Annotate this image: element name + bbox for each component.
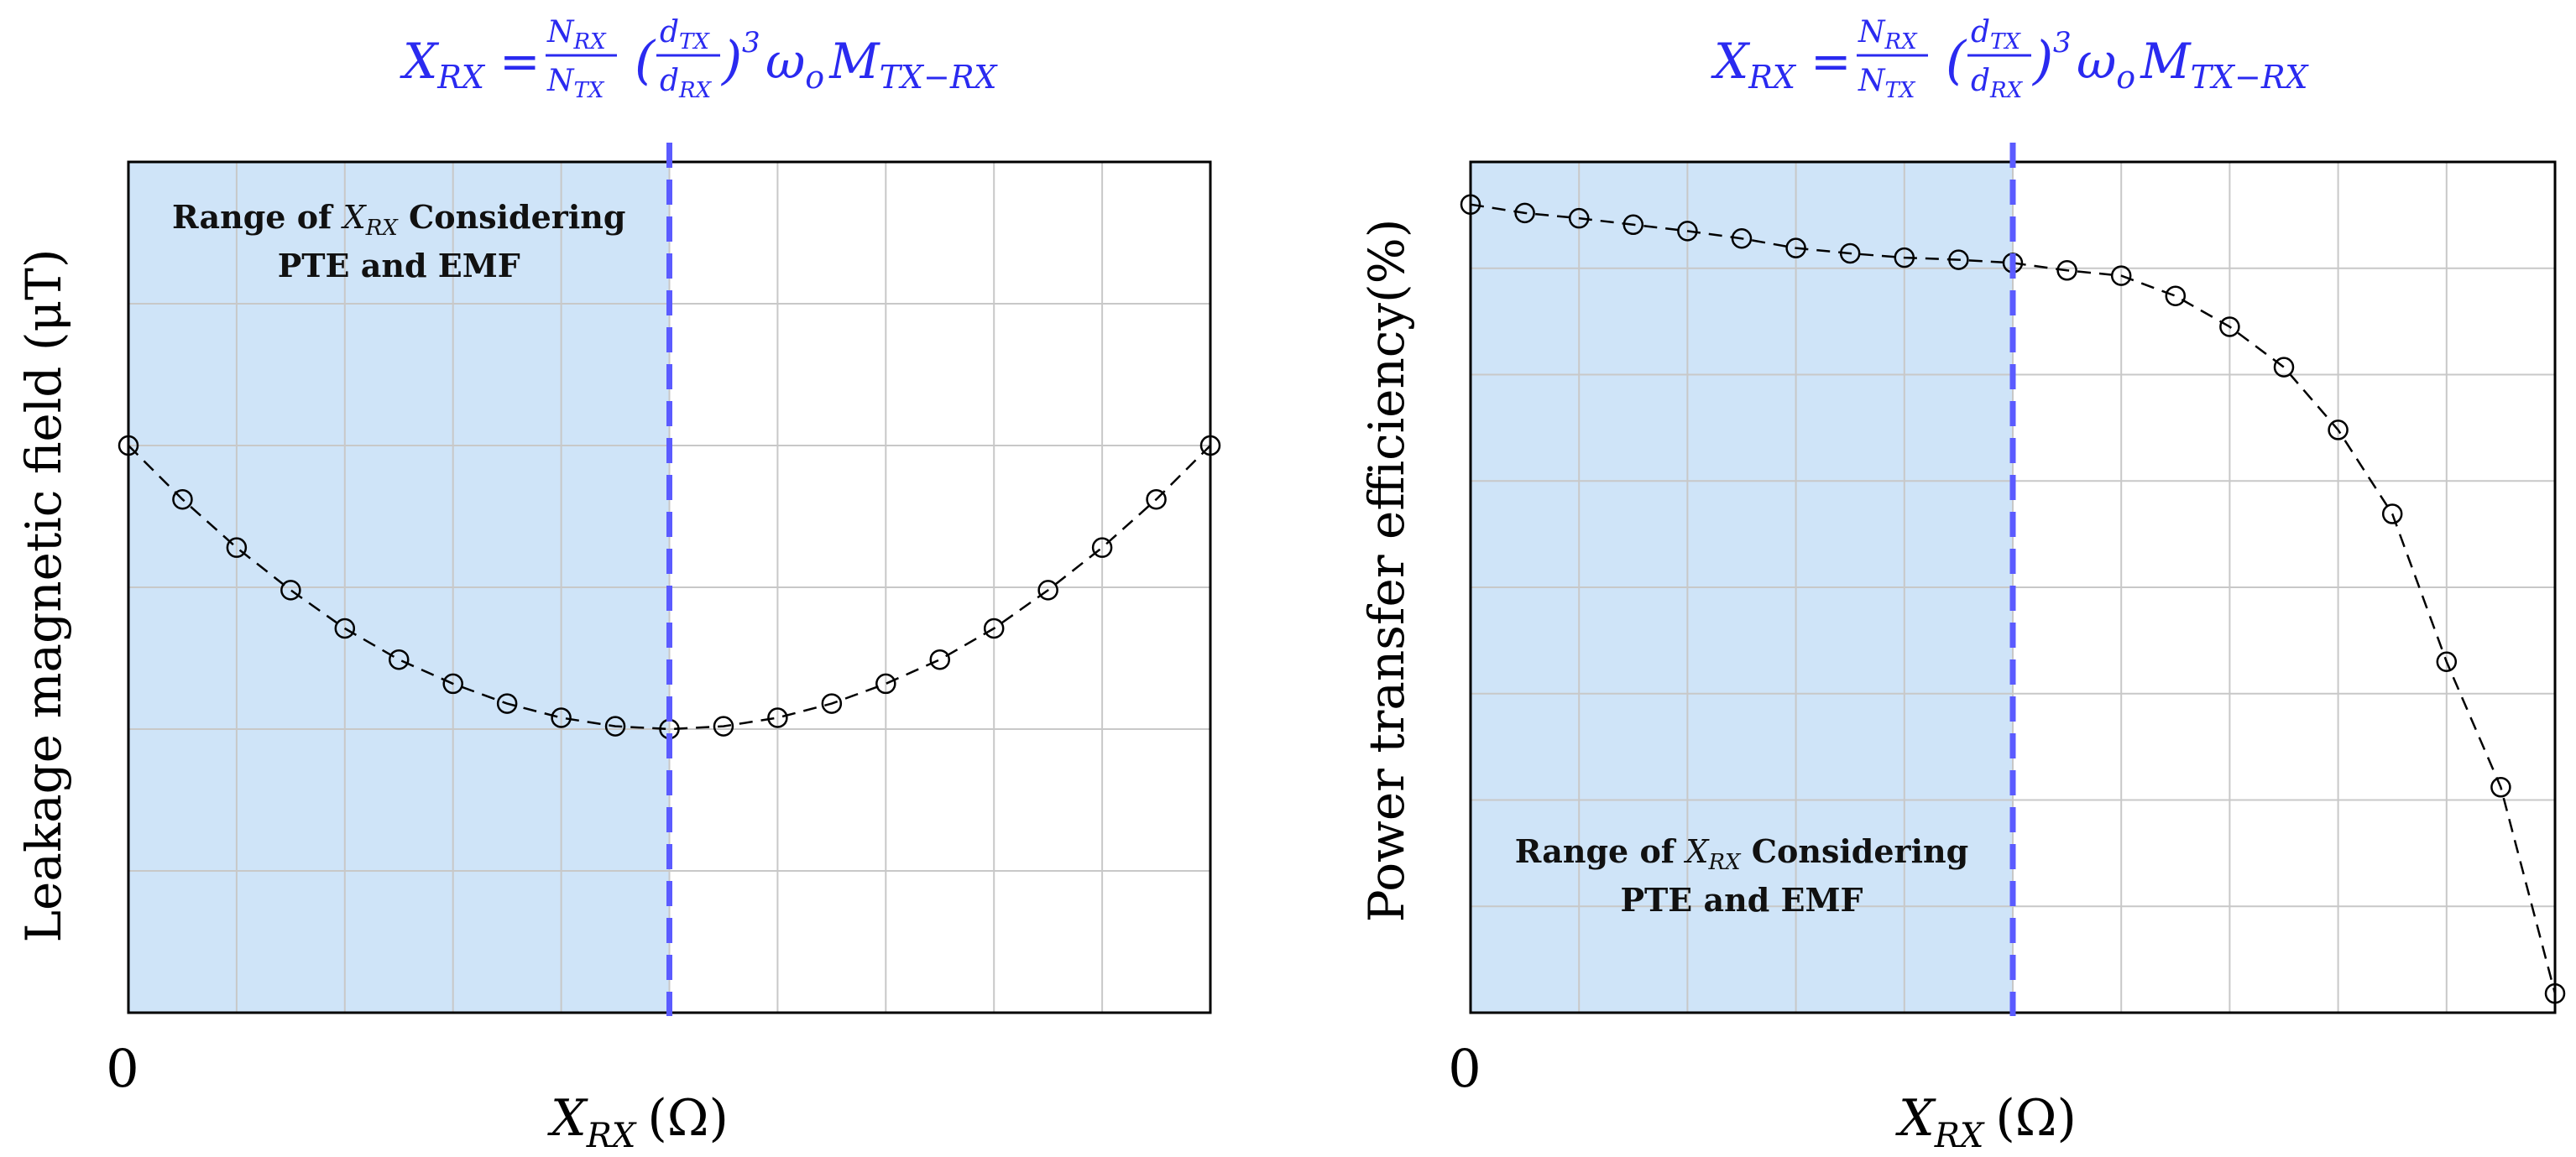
left-data-point (280, 580, 301, 601)
right-data-point (1785, 237, 1806, 258)
right-data-point (1677, 221, 1698, 242)
svg-text:(: ( (1946, 29, 1967, 91)
svg-text:): ) (720, 29, 742, 91)
right-title-frac1: NRX NTX (1857, 15, 1928, 103)
left-plot-area: Range of XRX Considering PTE and EMF (118, 143, 1221, 1016)
right-data-point (2381, 503, 2403, 524)
left-data-point (1037, 580, 1058, 601)
left-data-point (1199, 435, 1221, 456)
left-x-tick-label-0: 0 (106, 1038, 138, 1099)
right-plot-area: Range of XRX Considering PTE and EMF (1460, 143, 2566, 1016)
right-region-label-line2: PTE and EMF (1620, 881, 1863, 919)
right-data-point (1839, 242, 1861, 264)
right-chart: Range of XRX Considering PTE and EMF XRX =… (1358, 15, 2566, 1155)
right-data-point (2165, 285, 2187, 306)
left-data-point (118, 435, 139, 456)
left-data-point (821, 693, 843, 714)
left-region-label-line1: Range of XRX Considering (172, 198, 625, 241)
left-data-point (496, 693, 518, 714)
left-y-axis-label: Leakage magnetic field (μT) (15, 249, 72, 943)
right-y-axis-label: Power transfer efficiency(%) (1358, 219, 1415, 923)
right-data-point (1894, 247, 1915, 268)
left-data-point (713, 716, 734, 737)
left-data-point (604, 716, 626, 737)
svg-text:dRX: dRX (1971, 64, 2024, 103)
svg-text:dTX: dTX (660, 15, 710, 55)
left-title-frac1: NRX NTX (546, 15, 617, 103)
right-data-point (1568, 207, 1590, 229)
left-title-rest: ωo MTX−RX (765, 33, 998, 96)
left-title-formula: XRX = (400, 33, 541, 96)
right-x-tick-label-0: 0 (1448, 1038, 1481, 1099)
right-title-frac2: ( dTX dRX ) 3 (1946, 15, 2072, 103)
left-data-point (172, 488, 193, 510)
right-x-axis-label: XRX (Ω) (1895, 1089, 2077, 1155)
left-data-point (389, 649, 410, 670)
svg-text:): ) (2031, 29, 2053, 91)
svg-text:NRX: NRX (546, 15, 607, 55)
right-data-point (2056, 260, 2077, 281)
left-data-point (767, 707, 788, 728)
left-data-point (983, 618, 1005, 639)
right-data-point (1731, 228, 1753, 249)
right-data-point (1948, 249, 1969, 270)
svg-text:3: 3 (2053, 26, 2072, 60)
left-data-point (929, 649, 950, 670)
left-data-point (875, 673, 896, 695)
svg-text:NTX: NTX (1858, 64, 1916, 103)
left-series-line (128, 445, 1211, 731)
right-data-point (2328, 420, 2349, 440)
left-region-label-line2: PTE and EMF (278, 247, 520, 284)
right-data-point (2490, 777, 2511, 798)
right-data-point (2273, 357, 2295, 378)
left-data-point (1091, 537, 1113, 558)
left-data-point (551, 707, 572, 728)
left-data-point (1146, 488, 1167, 510)
right-title-rest: ωo MTX−RX (2077, 33, 2309, 96)
right-data-point (1460, 194, 1481, 215)
right-data-point (1514, 202, 1535, 224)
right-data-point (2544, 982, 2566, 1004)
svg-text:3: 3 (742, 26, 760, 60)
left-data-point (334, 618, 356, 639)
right-data-point (1622, 214, 1644, 236)
right-data-point (2110, 265, 2132, 286)
left-chart: Range of XRX Considering PTE and EMF XRX =… (15, 15, 1221, 1155)
left-title-frac2: ( dTX dRX ) 3 (635, 15, 760, 103)
left-data-point (442, 673, 463, 695)
right-region-label-line1: Range of XRX Considering (1515, 832, 1968, 875)
svg-text:NRX: NRX (1858, 15, 1918, 55)
left-data-point (226, 537, 248, 558)
right-data-point (2436, 651, 2458, 672)
right-data-point (2219, 316, 2240, 337)
svg-text:dTX: dTX (1971, 15, 2021, 55)
right-title-formula: XRX = (1711, 33, 1852, 96)
svg-text:NTX: NTX (546, 64, 605, 103)
svg-text:dRX: dRX (660, 64, 713, 103)
left-x-axis-label: XRX (Ω) (547, 1089, 729, 1155)
svg-text:(: ( (635, 29, 656, 91)
